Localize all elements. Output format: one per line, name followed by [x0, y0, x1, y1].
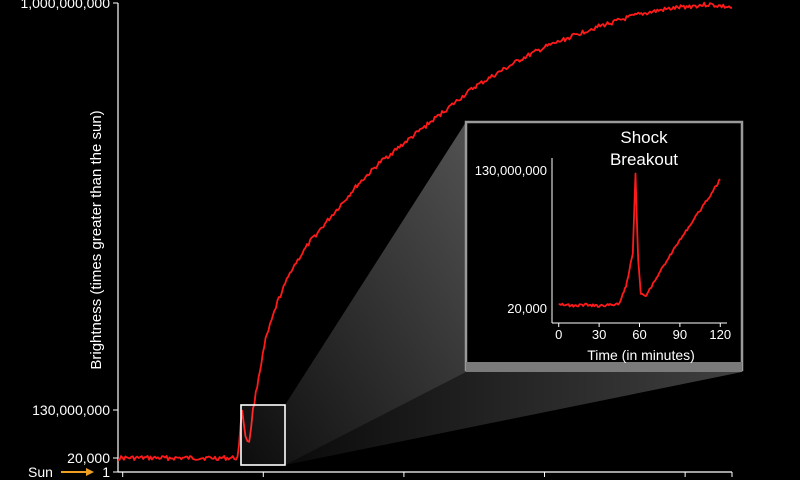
highlight-box	[240, 404, 286, 466]
main-y-tick-label: 20,000	[67, 450, 110, 466]
sun-reference-label: Sun	[28, 464, 53, 480]
inset-x-tick-label: 30	[592, 327, 606, 342]
inset-y-tick-label: 130,000,000	[475, 163, 547, 178]
inset-frame	[464, 120, 744, 372]
inset-y-tick-label: 20,000	[507, 301, 547, 316]
zoom-beam-bottom	[285, 370, 742, 465]
main-y-tick-label: 1	[102, 464, 110, 480]
main-x-tick-label: 7	[400, 477, 408, 480]
inset-annotation-line1: Shock	[620, 128, 668, 147]
main-plot	[117, 1, 733, 462]
inset-x-axis-label: Time (in minutes)	[587, 347, 695, 363]
inset-x-tick-label: 0	[555, 327, 562, 342]
main-x-tick-label: 13	[677, 477, 693, 480]
inset-annotation-line2: Breakout	[610, 150, 678, 169]
main-axes: 1,000,000,000130,000,00020,0001Sun147101…	[20, 0, 740, 480]
sun-arrow-icon	[86, 468, 94, 476]
inset-chart: 130,000,000 20,000 0 30 60 90 120 Shock Breako…	[464, 120, 744, 372]
zoom-beam-top	[241, 122, 466, 465]
inset-axes: 130,000,000 20,000 0 30 60 90 120	[475, 158, 731, 342]
main-series-line	[117, 1, 733, 462]
main-y-axis-label: Brightness (times greater than the sun)	[88, 110, 105, 369]
inset-frame-bevel	[466, 362, 742, 372]
main-x-tick-label: 1	[119, 477, 127, 480]
inset-x-tick-label: 120	[709, 327, 731, 342]
inset-series-line	[558, 172, 721, 308]
main-y-tick-label: 1,000,000,000	[20, 0, 110, 11]
main-x-tick-label: 4	[259, 477, 267, 480]
inset-x-tick-label: 60	[632, 327, 646, 342]
main-x-tick-label: 14	[724, 477, 740, 480]
inset-plot	[558, 172, 721, 308]
main-y-tick-label: 130,000,000	[32, 402, 110, 418]
inset-x-tick-label: 90	[673, 327, 687, 342]
main-x-tick-label: 10	[537, 477, 553, 480]
